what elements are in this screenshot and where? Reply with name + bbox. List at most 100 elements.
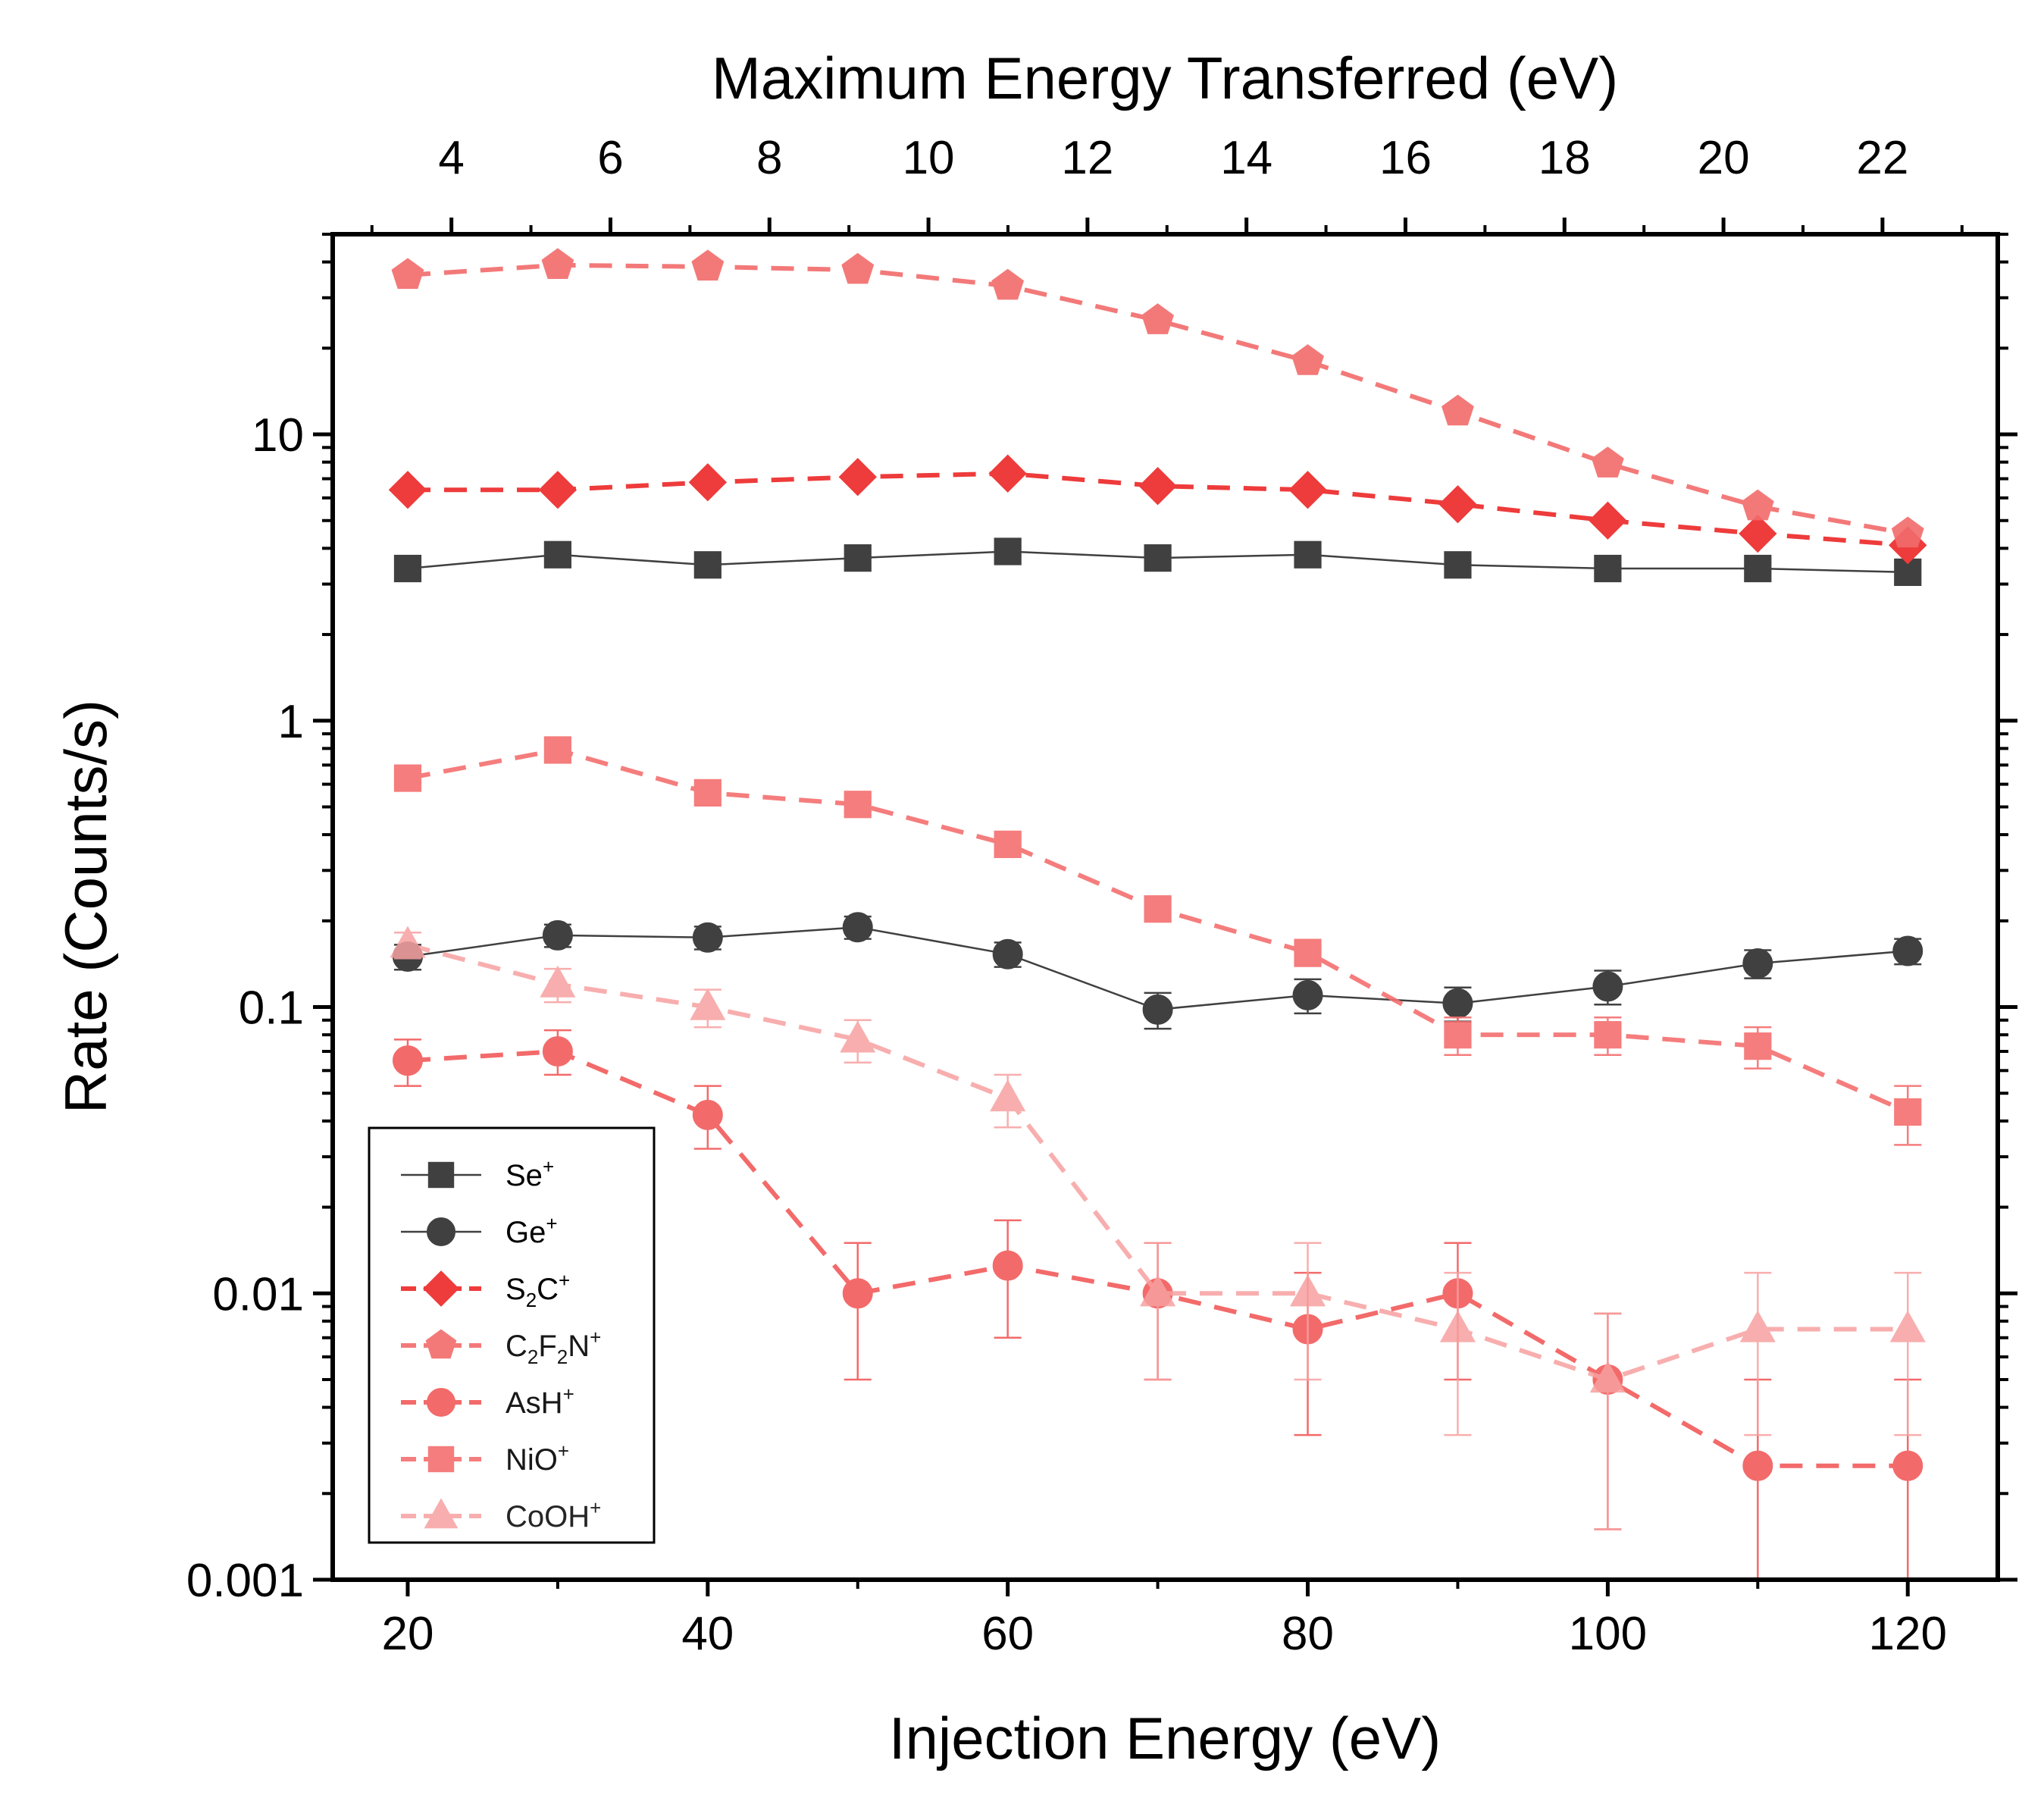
series-NiO+ [393, 736, 1922, 1146]
data-point [393, 554, 422, 583]
legend-label: CoOH+ [506, 1496, 601, 1533]
top-tick-label: 12 [1061, 132, 1113, 184]
data-point [844, 791, 872, 819]
top-axis-title: Maximum Energy Transferred (eV) [712, 45, 1618, 111]
top-tick-label: 8 [756, 132, 782, 184]
data-point [838, 458, 877, 497]
data-point [991, 268, 1025, 300]
data-point [391, 258, 424, 290]
data-point [690, 988, 726, 1020]
data-point [1589, 501, 1627, 540]
legend-label-part: 2 [527, 1345, 538, 1368]
legend-label-part: F [538, 1330, 556, 1363]
data-point [1892, 1450, 1923, 1481]
legend-item: CoOH+ [401, 1496, 601, 1533]
legend-label-part: C [506, 1330, 527, 1363]
legend-label: Ge+ [506, 1212, 558, 1249]
data-point [1138, 466, 1177, 506]
legend-label: NiO+ [506, 1439, 569, 1477]
y-tick-label: 1 [278, 696, 304, 748]
series-line [408, 471, 1908, 548]
data-point [543, 736, 571, 764]
legend-marker [425, 1329, 457, 1359]
legend-label-part: 2 [557, 1345, 568, 1368]
series-layer [388, 248, 1927, 1580]
legend-marker [427, 1217, 455, 1246]
series-CoOH+ [390, 926, 1926, 1530]
legend-label-part: Se [506, 1159, 543, 1192]
y-axis-title: Rate (Counts/s) [52, 700, 119, 1114]
y-tick-label: 0.01 [212, 1268, 304, 1320]
data-point [692, 1099, 723, 1130]
data-point [992, 1250, 1023, 1281]
legend-item: Ge+ [401, 1212, 558, 1249]
data-point [841, 252, 875, 284]
data-point [1441, 394, 1474, 426]
data-point [1591, 446, 1624, 478]
legend-label: S2C+ [506, 1269, 570, 1311]
data-point [1741, 489, 1774, 521]
data-point [543, 540, 571, 569]
data-point [1294, 938, 1322, 966]
legend-label-part: + [558, 1439, 569, 1462]
legend-marker [427, 1446, 455, 1473]
legend-label: AsH+ [506, 1383, 574, 1420]
x-tick-label: 100 [1569, 1608, 1647, 1660]
data-point [1144, 895, 1172, 923]
data-point [1592, 971, 1623, 1002]
data-point [840, 1020, 876, 1053]
data-point [393, 764, 422, 792]
data-point [1892, 935, 1923, 966]
data-point [1140, 1274, 1176, 1307]
data-point [1594, 1021, 1622, 1049]
x-tick-label: 20 [381, 1608, 434, 1660]
data-point [844, 544, 872, 572]
legend-label-part: CoOH [506, 1500, 590, 1533]
data-point [1739, 514, 1777, 553]
top-tick-label: 6 [597, 132, 623, 184]
data-point [988, 454, 1027, 493]
data-point [538, 471, 578, 509]
data-point [540, 965, 576, 998]
top-tick-label: 4 [438, 132, 464, 184]
legend-label-part: + [543, 1155, 554, 1178]
data-point [1442, 988, 1473, 1019]
series-C2F2N+ [391, 248, 1924, 548]
data-point [1594, 554, 1622, 583]
data-point [1894, 1098, 1922, 1126]
data-point [842, 1278, 873, 1309]
legend-label-part: + [590, 1496, 601, 1519]
top-tick-label: 16 [1379, 132, 1432, 184]
data-point [1439, 1310, 1476, 1342]
data-point [542, 1036, 573, 1067]
data-point [390, 926, 426, 958]
data-point [1438, 485, 1477, 524]
data-point [691, 249, 725, 281]
legend-item: Se+ [401, 1155, 554, 1192]
legend-label-part: + [563, 1383, 574, 1405]
data-point [992, 938, 1023, 970]
tick-layer: 20 40 60 80 100 120 0.001 0.01 0.1 1 10 4 6 8 10 12 14 16… [186, 132, 2017, 1660]
legend-label-part: + [559, 1269, 570, 1292]
legend-item: C2F2N+ [401, 1326, 601, 1368]
legend-item: AsH+ [401, 1383, 574, 1420]
data-point [1891, 516, 1924, 548]
x-tick-label: 80 [1282, 1608, 1334, 1660]
data-point [1742, 948, 1773, 979]
data-point [541, 248, 574, 279]
data-point [842, 912, 873, 943]
data-point [388, 471, 427, 509]
data-point [1288, 471, 1327, 509]
legend-label-part: N [568, 1330, 590, 1363]
data-point [392, 1045, 423, 1076]
data-point [1589, 1361, 1626, 1393]
series-S2C+ [388, 454, 1927, 565]
legend-label-part: + [546, 1212, 557, 1235]
legend-marker [427, 1388, 455, 1417]
series-line [407, 942, 1908, 1383]
top-tick-label: 18 [1538, 132, 1591, 184]
legend-box [368, 1126, 656, 1544]
